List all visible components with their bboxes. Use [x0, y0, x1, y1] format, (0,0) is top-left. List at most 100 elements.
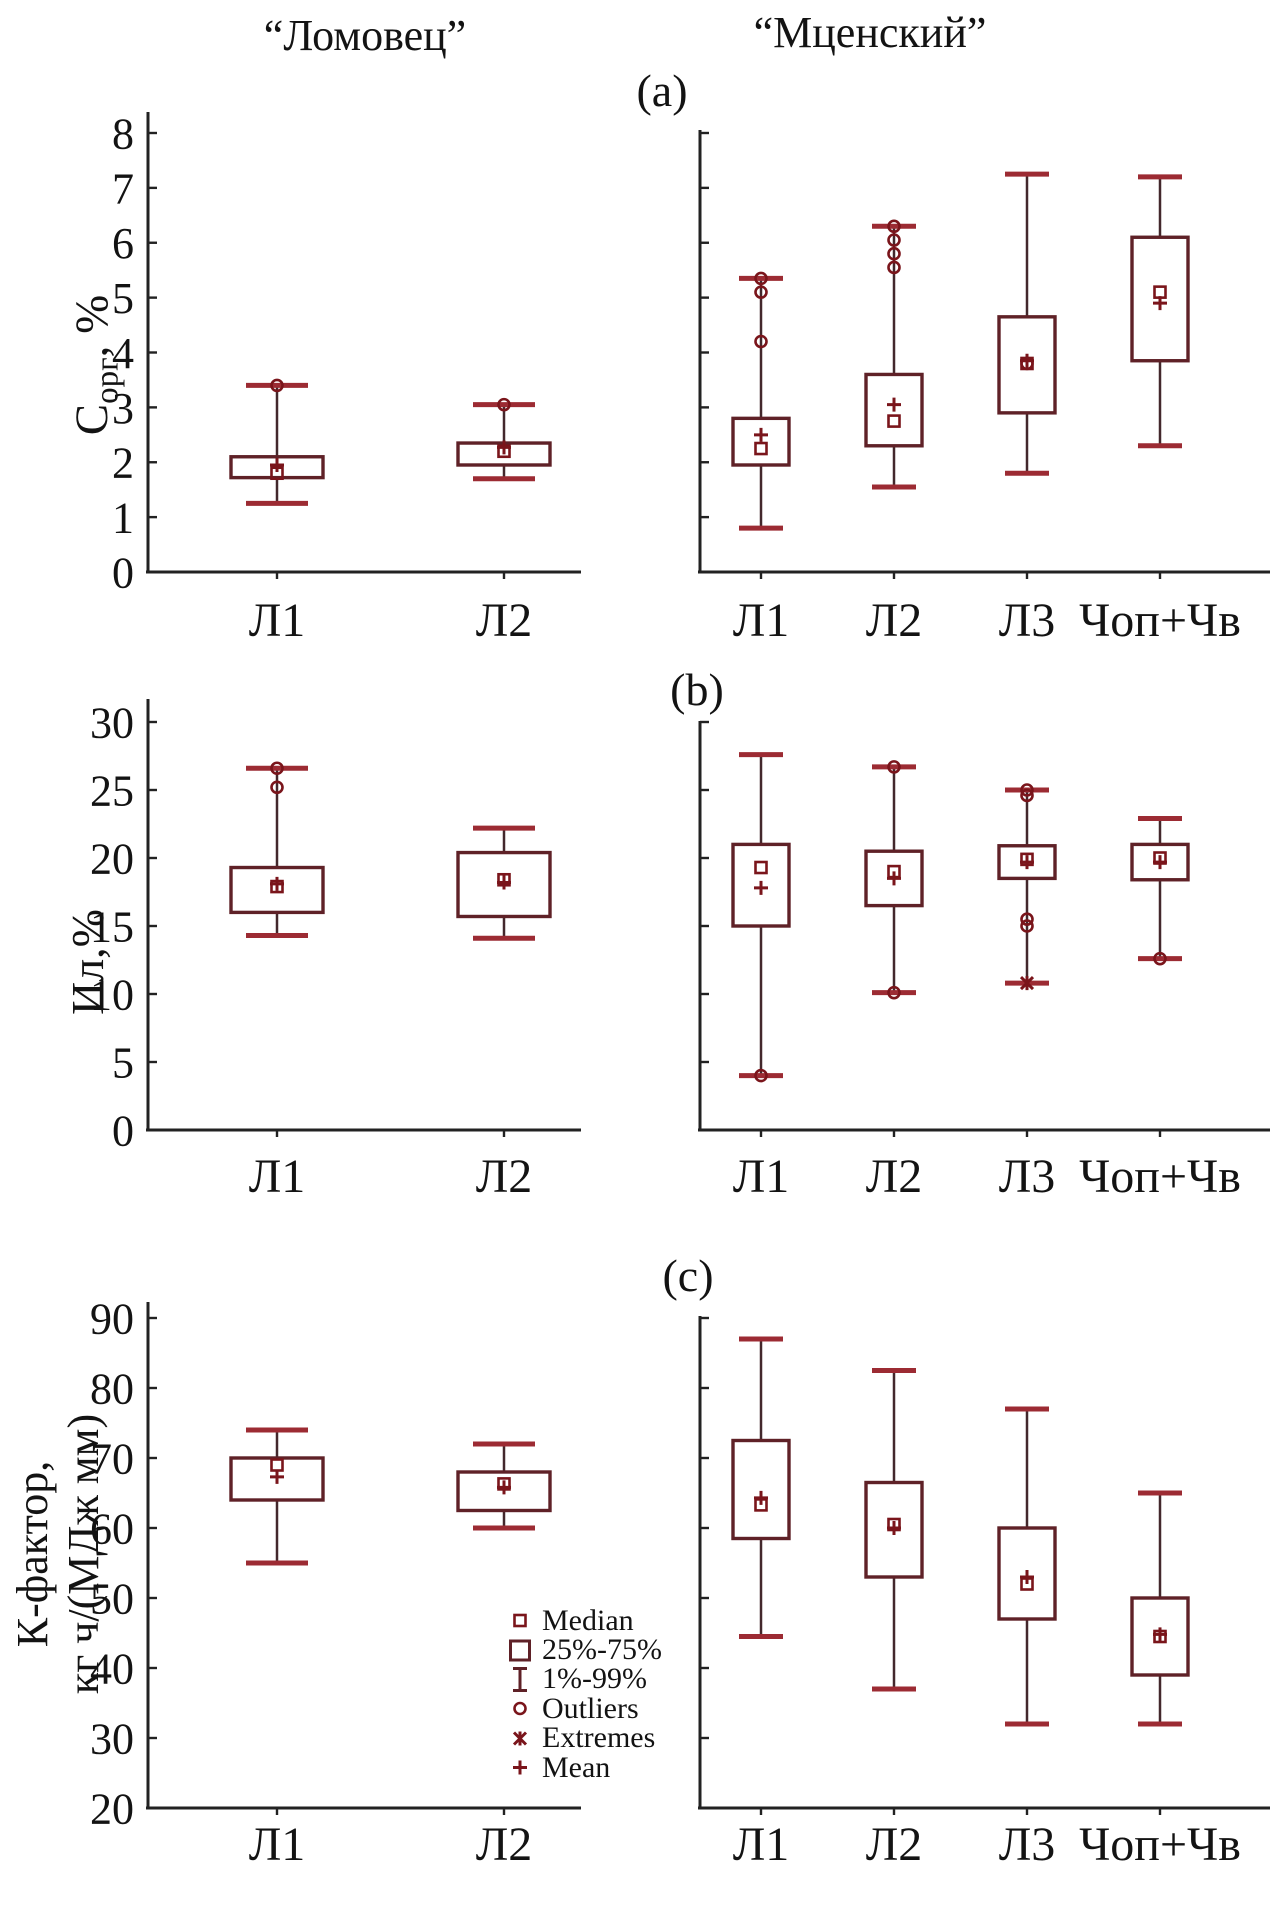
x-category-label: Чоп+Чв: [1079, 1150, 1241, 1203]
mean-marker: [1153, 1627, 1167, 1642]
legend-item-box: 25%-75%: [502, 1635, 662, 1665]
y-tick-label: 10: [90, 970, 134, 1019]
boxplot-Л1: [731, 1336, 791, 1639]
boxplot-Л2: [864, 219, 924, 490]
panel-a: 0 1 2 3 4 5 6 7 8 Л1 Л2 Л1 Л2 Л3 Чоп+Чв: [112, 109, 1270, 647]
mean-marker: [270, 876, 284, 891]
median-marker: [754, 860, 768, 875]
outlier-marker: [754, 334, 768, 349]
median-marker: [513, 1613, 527, 1628]
extreme-marker: [512, 1731, 528, 1746]
mean-marker: [497, 440, 511, 455]
panel-label-b: (b): [670, 664, 724, 715]
outlier-marker: [513, 1702, 527, 1716]
x-category-label: Л2: [866, 1150, 923, 1203]
x-category-label: Л2: [476, 1150, 533, 1203]
outlier-marker: [1020, 788, 1034, 803]
outlier-marker: [754, 1068, 768, 1083]
extreme-legend-icon: [512, 1731, 528, 1746]
y-tick-label: 6: [112, 219, 134, 268]
mean-marker: [754, 427, 768, 442]
outlier-marker: [497, 397, 511, 412]
panel-label-a: (a): [636, 65, 688, 116]
median-marker: [887, 414, 901, 428]
y-tick-label: 20: [90, 1784, 134, 1833]
x-category-label: Л1: [249, 594, 306, 647]
y-axis-title-corg-subscript: орг: [89, 357, 126, 404]
boxplot-Л2: [456, 397, 552, 482]
boxplot-Чоп+Чв: [1130, 174, 1190, 449]
y-tick-label: 80: [90, 1364, 134, 1413]
x-category-label: Л2: [866, 594, 923, 647]
legend-item-whisker: 1%-99%: [502, 1662, 662, 1696]
mean-marker: [887, 397, 901, 412]
boxplot-Л3: [997, 171, 1057, 476]
y-axis-title-kfactor-line2: кг ч/(МДж мм): [59, 1413, 108, 1695]
median-marker: [754, 441, 768, 456]
panel-b-chart-right: Л1 Л2 Л3 Чоп+Чв: [698, 720, 1270, 1203]
x-category-label: Л2: [476, 1818, 533, 1871]
mean-marker: [1153, 855, 1167, 870]
group-title-mtsensky: “Мценский”: [753, 8, 987, 57]
outlier-legend-icon: [513, 1702, 527, 1716]
legend: Median 25%-75% 1%-99% Outliers Extremes Mean: [502, 1605, 662, 1782]
boxplot-Л3: [997, 783, 1057, 991]
whisker-legend-icon: [513, 1666, 527, 1692]
y-axis-title-kfactor: К-фактор, кг ч/(МДж мм): [7, 1324, 109, 1784]
boxplot-Л2: [864, 760, 924, 1000]
panel-b: 0 5 10 15 20 25 30 Л1 Л2 Л1 Л2 Л3 Чоп+Чв: [90, 698, 1270, 1203]
y-tick-label: 1: [112, 494, 134, 543]
x-category-label: Л3: [999, 1818, 1056, 1871]
outlier-marker: [887, 760, 901, 774]
mean-marker: [270, 1469, 284, 1484]
y-tick-label: 4: [112, 329, 134, 378]
panel-c-chart-right: Л1 Л2 Л3 Чоп+Чв: [698, 1316, 1270, 1871]
x-category-label: Л3: [999, 594, 1056, 647]
y-tick-label: 30: [90, 1714, 134, 1763]
panel-a-chart-left: 0 1 2 3 4 5 6 7 8 Л1 Л2: [112, 109, 581, 647]
outlier-marker: [1020, 919, 1034, 933]
y-tick-label: 0: [112, 548, 134, 597]
mean-marker: [1020, 1570, 1034, 1584]
y-tick-label: 50: [90, 1574, 134, 1623]
mean-marker: [887, 871, 901, 886]
mean-marker: [1020, 353, 1034, 368]
y-tick-label: 25: [90, 766, 134, 815]
outlier-marker: [887, 246, 901, 261]
panel-c: 20 30 40 50 60 70 80 90 Л1 Л2 Л1 Л2 Л3 Чоп+Чв: [90, 1294, 1270, 1871]
legend-label: 1%-99%: [542, 1662, 647, 1696]
y-tick-label: 8: [112, 109, 134, 158]
outlier-marker: [1153, 951, 1167, 966]
mean-marker: [887, 1521, 901, 1535]
y-tick-label: 7: [112, 164, 134, 213]
boxplot-Л3: [997, 1406, 1057, 1727]
iqr-box: [731, 1438, 791, 1541]
x-category-label: Чоп+Чв: [1079, 594, 1241, 647]
boxplot-Чоп+Чв: [1130, 816, 1190, 966]
box-legend-icon: [509, 1639, 531, 1662]
y-tick-label: 5: [112, 1038, 134, 1087]
mean-marker: [1020, 855, 1034, 870]
outlier-marker: [270, 378, 284, 393]
mean-marker: [497, 875, 511, 890]
y-tick-label: 3: [112, 384, 134, 433]
y-tick-label: 20: [90, 834, 134, 883]
y-tick-label: 70: [90, 1434, 134, 1483]
median-legend-icon: [513, 1613, 527, 1628]
y-tick-label: 40: [90, 1644, 134, 1693]
mean-marker: [1153, 296, 1167, 311]
outlier-marker: [754, 285, 768, 299]
outlier-marker: [887, 985, 901, 1000]
x-category-label: Л1: [733, 594, 790, 647]
group-title-lomovets: “Ломовец”: [263, 11, 467, 60]
x-category-label: Чоп+Чв: [1079, 1818, 1241, 1871]
legend-item-median: Median: [502, 1605, 662, 1635]
y-tick-label: 15: [90, 902, 134, 951]
outlier-marker: [887, 219, 901, 234]
outlier-marker: [1020, 912, 1034, 927]
x-category-label: Л1: [249, 1150, 306, 1203]
y-tick-label: 2: [112, 439, 134, 488]
y-axis-title-kfactor-line1: К-фактор,: [8, 1460, 57, 1648]
